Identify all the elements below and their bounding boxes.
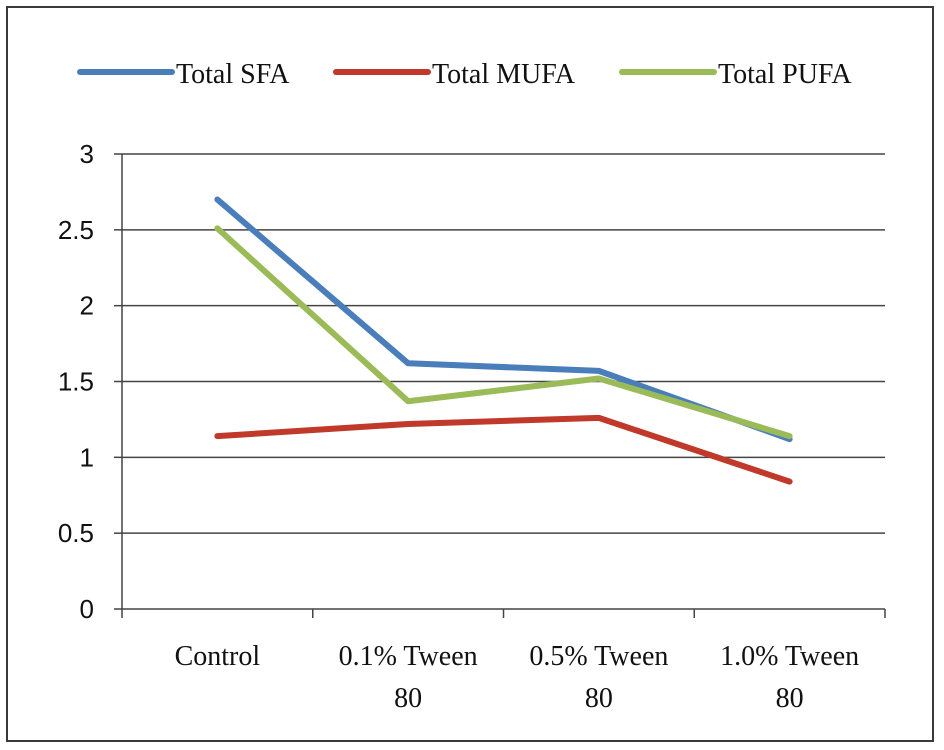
series-line-total-pufa — [214, 225, 793, 440]
legend-label: Total PUFA — [718, 59, 852, 90]
x-tick-label-line: Control — [175, 641, 261, 672]
x-tick-label: 1.0% Tween 80 — [720, 641, 859, 714]
x-tick-label: 0.1% Tween 80 — [339, 641, 478, 714]
series-lines — [214, 196, 793, 485]
x-tick-label-line: 0.5% Tween — [529, 641, 668, 672]
axes — [114, 153, 886, 618]
y-tick-label: 2.5 — [58, 215, 94, 245]
y-tick-label: 1 — [80, 442, 94, 472]
x-tick-label-line: 1.0% Tween — [720, 641, 859, 672]
chart-frame — [6, 6, 934, 742]
y-tick-label: 1.5 — [58, 367, 94, 397]
x-tick-labels: Control 0.1% Tween 800.5% Tween 801.0% Twee… — [175, 641, 860, 714]
x-tick-label-line: 80 — [776, 683, 804, 714]
x-tick-label: Control — [175, 641, 261, 672]
y-tick-label: 3 — [80, 139, 94, 169]
x-tick-label-line: 0.1% Tween — [339, 641, 478, 672]
y-tick-label: 0.5 — [58, 518, 94, 548]
y-tick-label: 2 — [80, 291, 94, 321]
series-line-total-sfa — [214, 196, 793, 443]
x-tick-label-line: 80 — [394, 683, 422, 714]
legend-label: Total MUFA — [432, 59, 576, 90]
legend-label: Total SFA — [176, 59, 290, 90]
y-tick-labels: 0 0.5 1 1.5 2 2.5 3 — [58, 139, 94, 624]
x-tick-label-line: 80 — [585, 683, 613, 714]
x-tick-label: 0.5% Tween 80 — [529, 641, 668, 714]
series-line-total-mufa — [214, 414, 793, 485]
y-tick-label: 0 — [80, 594, 94, 624]
legend: Total SFA Total MUFA Total PUFA — [77, 59, 852, 90]
